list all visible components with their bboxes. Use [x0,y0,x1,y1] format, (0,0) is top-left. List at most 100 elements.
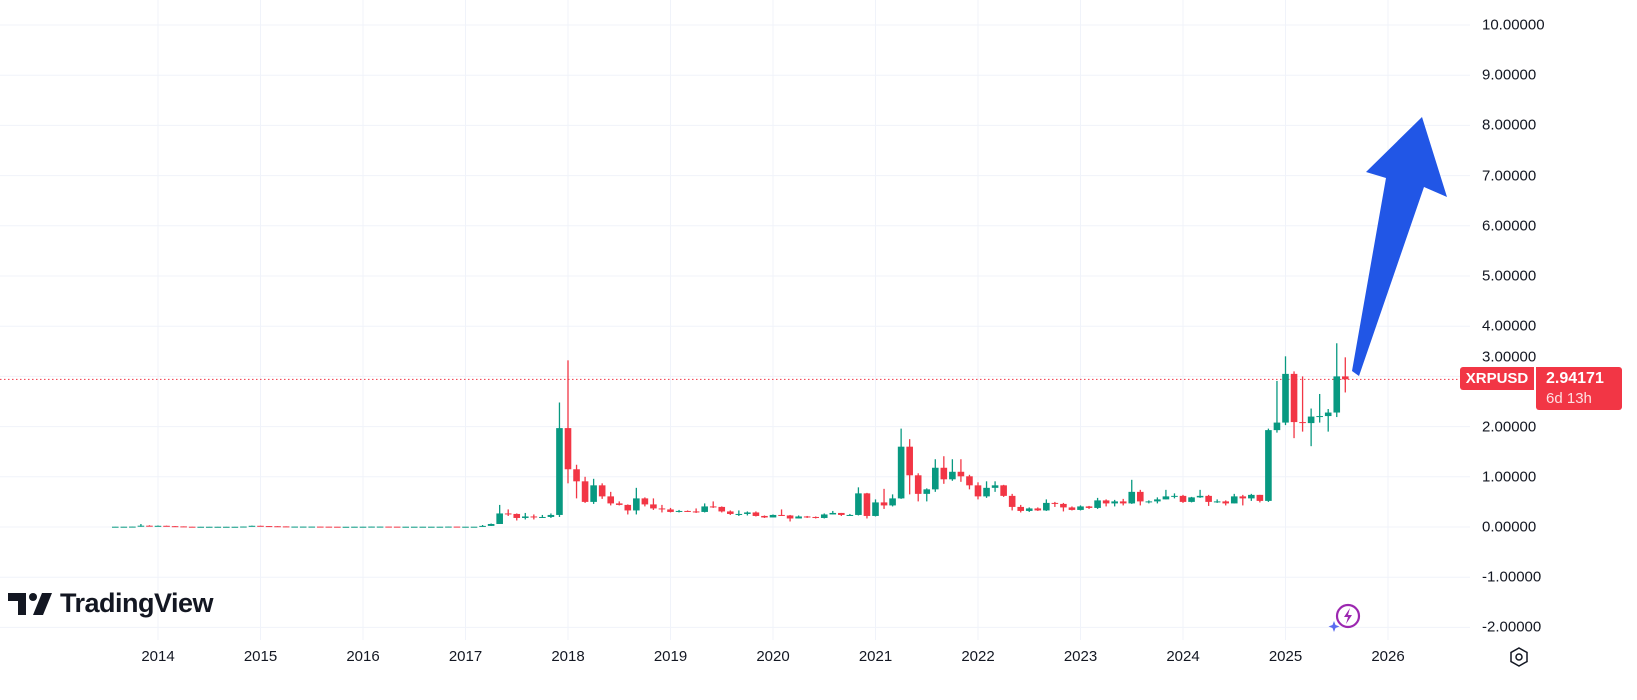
candle-body [692,511,700,513]
candle-body [650,504,657,509]
candle-2017-05 [496,504,503,524]
candle-2019-04 [692,508,700,513]
upward-arrow-drawing[interactable] [1352,117,1447,376]
candles [111,343,1349,528]
candle-body [607,496,615,504]
candle-body [820,514,828,518]
candle-2024-11 [1265,428,1272,502]
candle-2019-07 [718,506,726,513]
candle-body [590,485,597,502]
time-tick-label: 2021 [858,648,893,665]
candle-2018-09 [633,487,640,515]
candle-body [1205,495,1212,502]
candle-2022-03 [991,481,999,492]
price-tick-label: 8.00000 [1482,116,1537,134]
candle-body [889,498,896,506]
candle-body [735,513,743,515]
candle-body [1307,416,1315,424]
candle-body [624,504,632,511]
candle-2015-10 [334,526,341,528]
candle-2023-03 [1094,497,1101,509]
sparkle-bolt-icon[interactable] [1325,602,1365,634]
candle-body [658,508,666,510]
candle-2024-05 [1213,499,1221,503]
candle-body [1273,422,1281,431]
candle-body [923,489,931,494]
candle-body [829,512,837,515]
candle-body [359,526,367,528]
candle-body [803,516,811,518]
price-tick-label: 1.00000 [1482,468,1537,486]
candle-body [445,526,452,528]
price-tick-label: 4.00000 [1482,317,1537,335]
candle-body [470,526,478,528]
candle-body [564,428,572,470]
candle-body [1000,485,1007,496]
candle-body [1068,507,1076,510]
candle-2023-02 [1085,505,1093,509]
candle-body [1025,508,1033,511]
candle-2017-11 [547,513,555,518]
candle-2013-12 [146,525,153,527]
candle-body [1282,373,1289,423]
candle-body [154,525,162,527]
candle-body [949,471,956,480]
candle-2020-10 [846,513,854,516]
last-price-label: 2.94171 6d 13h [1536,367,1622,410]
candle-2017-02 [470,526,478,528]
candle-2017-01 [462,526,469,528]
candle-body [1128,491,1136,504]
candle-body [410,526,418,528]
candle-2015-01 [257,525,264,527]
candle-2022-09 [1043,499,1050,511]
candle-body [667,509,674,512]
candle-2018-12 [658,504,666,513]
tradingview-logo[interactable]: TradingView [8,588,214,619]
candle-2017-03 [479,524,486,527]
candle-body [137,525,145,527]
candle-body [812,516,820,518]
candle-2021-05 [906,439,913,495]
gear-icon[interactable] [1508,646,1530,668]
candle-2014-03 [171,526,179,528]
candle-2017-06 [504,509,512,516]
candle-2018-11 [650,498,657,510]
candle-2019-01 [667,507,674,513]
candle-body [1188,497,1195,502]
candle-2020-01 [769,514,777,518]
candle-2021-09 [940,456,948,484]
candle-body [282,526,290,528]
candle-body [299,526,307,528]
candle-2021-03 [889,494,896,507]
candle-2016-01 [359,526,367,528]
candle-2018-05 [598,483,606,499]
candle-body [1043,502,1050,511]
candle-2016-10 [436,526,444,528]
candle-2015-05 [291,526,298,528]
candle-2023-12 [1171,493,1178,499]
candle-body [1290,373,1298,423]
candle-body [957,471,965,477]
candle-2022-01 [974,482,982,500]
candle-body [744,512,751,514]
candle-2018-07 [615,501,623,506]
candle-body [556,428,563,515]
candle-2014-02 [163,525,170,527]
candle-2019-06 [709,501,717,508]
candle-body [120,526,128,528]
candle-body [530,516,538,518]
last-price-value: 2.94171 [1546,370,1604,387]
tradingview-logo-icon [8,592,52,615]
candle-2020-02 [778,509,785,516]
candle-2015-03 [274,526,281,528]
candle-body [1248,494,1255,499]
candle-2015-08 [316,526,324,528]
candle-2021-07 [923,488,931,502]
candle-body [795,516,802,519]
candle-2025-02 [1290,371,1298,439]
candle-body [257,525,264,527]
candle-2020-04 [795,515,802,519]
candle-body [726,511,734,514]
candle-2015-06 [299,526,307,528]
